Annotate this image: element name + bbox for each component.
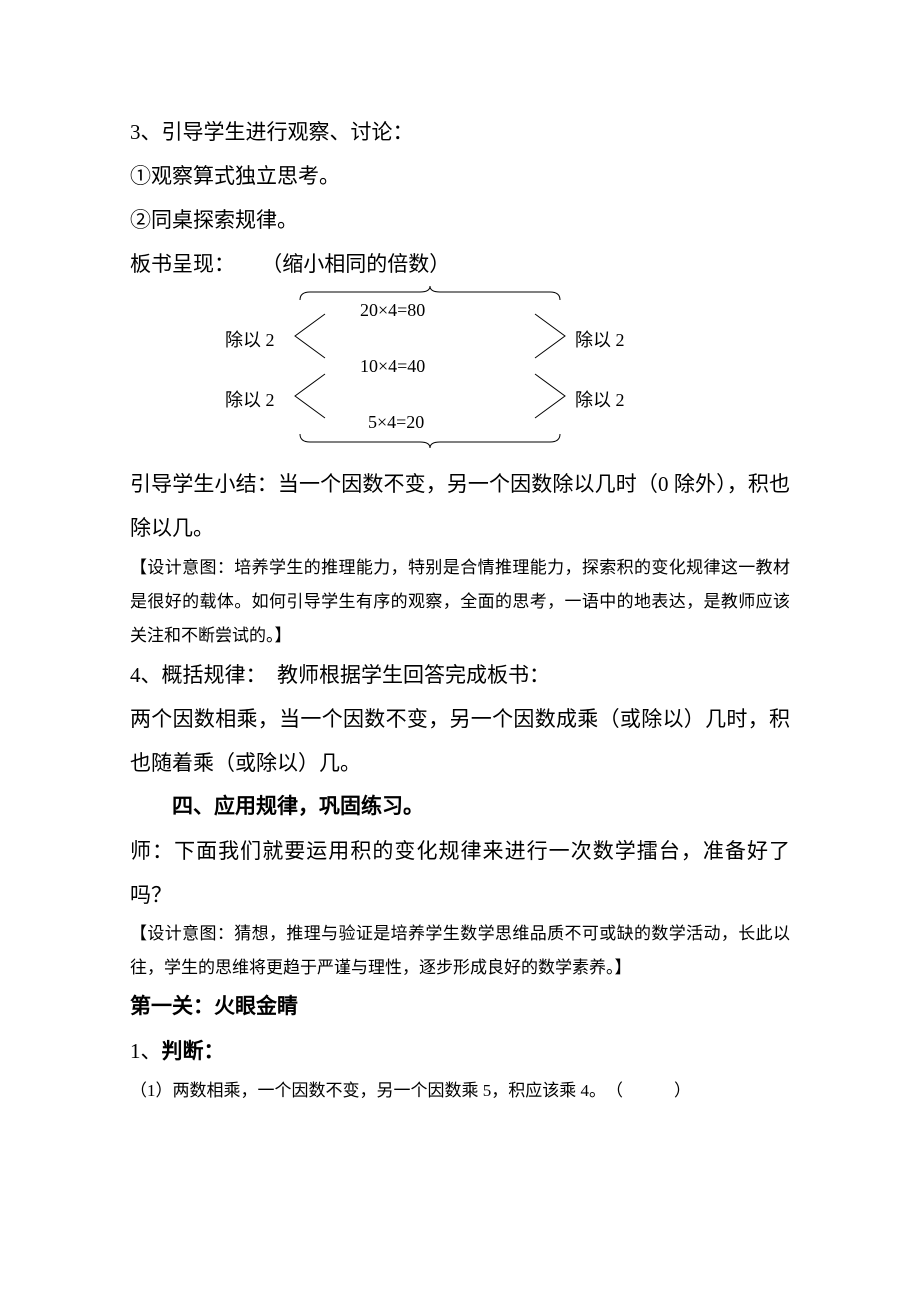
body-text: 4、概括规律： 教师根据学生回答完成板书： — [130, 653, 790, 697]
body-text: 板书呈现： （缩小相同的倍数） — [130, 242, 790, 286]
diagram-label-right-1: 除以 2 — [575, 326, 625, 352]
angle-right-2 — [535, 374, 565, 418]
body-text: ①观察算式独立思考。 — [130, 154, 790, 198]
judge-label: 判断： — [162, 1040, 225, 1063]
body-text: ②同桌探索规律。 — [130, 198, 790, 242]
diagram-label-left-2: 除以 2 — [225, 386, 275, 412]
diagram-label-left-1: 除以 2 — [225, 326, 275, 352]
diagram-svg — [130, 286, 790, 456]
brace-bottom — [300, 434, 560, 448]
body-text: 3、引导学生进行观察、讨论： — [130, 110, 790, 154]
body-text: 引导学生小结：当一个因数不变，另一个因数除以几时（0 除外），积也除以几。 — [130, 462, 790, 550]
diagram-label-right-2: 除以 2 — [575, 386, 625, 412]
section-heading: 第一关：火眼金睛 — [130, 985, 790, 1029]
design-note: 【设计意图：培养学生的推理能力，特别是合情推理能力，探索积的变化规律这一教材是很… — [130, 551, 790, 653]
board-diagram: 20×4=80 10×4=40 5×4=20 除以 2 除以 2 除以 2 除以… — [130, 286, 790, 456]
body-text: 师：下面我们就要运用积的变化规律来进行一次数学擂台，准备好了吗？ — [130, 829, 790, 917]
body-text: 1、判断： — [130, 1029, 790, 1074]
diagram-eq-1: 20×4=80 — [360, 300, 425, 321]
diagram-eq-2: 10×4=40 — [360, 356, 425, 377]
question-text: （1）两数相乘，一个因数不变，另一个因数乘 5，积应该乘 4。 （ ） — [130, 1074, 790, 1108]
body-text: 两个因数相乘，当一个因数不变，另一个因数成乘（或除以）几时，积也随着乘（或除以）… — [130, 697, 790, 785]
diagram-eq-3: 5×4=20 — [368, 412, 424, 433]
board-prefix: 板书呈现： — [130, 252, 235, 276]
list-number: 1、 — [130, 1039, 162, 1063]
section-heading: 四、应用规律，巩固练习。 — [130, 785, 790, 829]
brace-top — [300, 286, 560, 300]
design-note: 【设计意图：猜想，推理与验证是培养学生数学思维品质不可或缺的数学活动，长此以往，… — [130, 917, 790, 985]
board-caption: （缩小相同的倍数） — [261, 252, 450, 276]
angle-right-1 — [535, 314, 565, 358]
angle-left-2 — [295, 374, 325, 418]
angle-left-1 — [295, 314, 325, 358]
